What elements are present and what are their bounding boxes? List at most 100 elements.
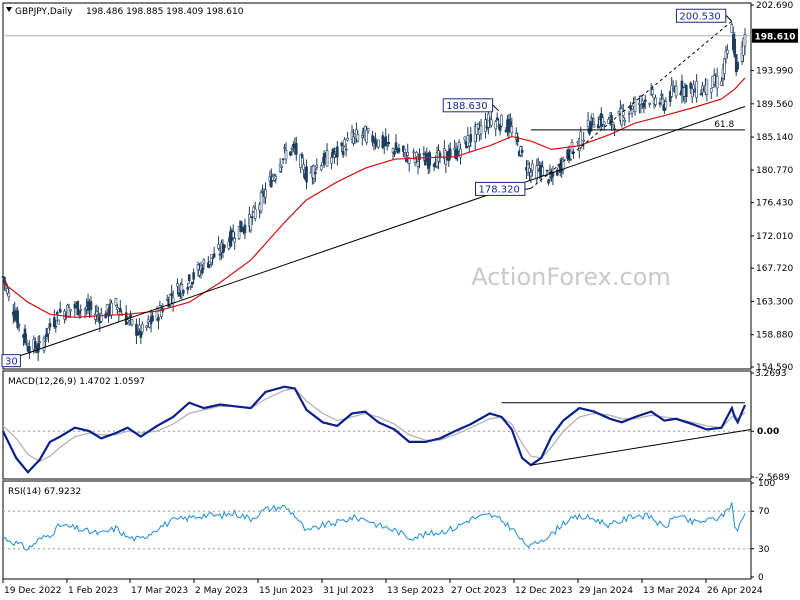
annotation-pointer [725, 14, 733, 22]
candle-body-down [402, 145, 405, 152]
candle-body-down [689, 82, 693, 89]
candle-body-down [340, 142, 344, 147]
candle-body-down [336, 146, 339, 158]
macd-layer [2, 385, 752, 474]
candle-body-up [674, 85, 678, 97]
candle-body-up [130, 319, 134, 326]
candle-body-up [44, 340, 47, 342]
annotation-pointer [492, 104, 499, 112]
x-tick-label: 13 Sep 2023 [387, 586, 444, 596]
annotation-box [1, 354, 21, 368]
candle-body-up [671, 87, 675, 90]
candle-body-down [589, 121, 593, 132]
candle-body-up [531, 163, 534, 171]
candle-body-up [99, 313, 103, 322]
candle-body-down [736, 61, 739, 70]
y-tick-label: 185.140 [756, 133, 793, 143]
macd-panel-frame [2, 370, 752, 480]
candle-body-up [743, 34, 747, 47]
candle-body-up [413, 158, 417, 163]
candle-body-up [490, 119, 493, 126]
candle-body-up [217, 244, 220, 249]
candle-body-up [648, 103, 651, 105]
candle-body-down [250, 216, 254, 219]
candle-body-up [79, 309, 83, 311]
candle-body-up [582, 139, 585, 142]
candle-body-up [690, 88, 694, 98]
candle-body-up [621, 111, 625, 116]
candle-body-down [16, 310, 19, 328]
candle-body-up [715, 75, 719, 89]
candle-body-down [507, 118, 511, 133]
candle-body-down [289, 151, 292, 156]
candle-body-down [643, 99, 647, 103]
candle-body-down [3, 276, 6, 284]
candle-body-down [495, 117, 499, 121]
y-tick-label: 0.00 [757, 427, 779, 437]
candle-body-up [176, 283, 179, 287]
candle-body-down [393, 150, 396, 155]
candle-body-up [284, 150, 288, 160]
macd-main-line [2, 385, 747, 474]
y-tick-label: 30 [758, 545, 770, 555]
candle-body-down [294, 142, 298, 155]
candle-body-up [360, 135, 364, 138]
chart-header: GBPJPY,Daily 198.486 198.885 198.409 198… [6, 7, 244, 17]
candle-body-down [186, 286, 190, 290]
candle-body-up [249, 217, 253, 231]
candle-body-up [95, 311, 99, 316]
candle-body-up [280, 165, 283, 168]
candle-body-up [325, 150, 329, 167]
candle-body-up [352, 136, 355, 144]
candle-body-up [633, 98, 637, 112]
price-panel-frame [2, 2, 752, 370]
candle-body-down [428, 152, 432, 166]
candle-body-up [623, 119, 627, 122]
candle-body-up [141, 324, 144, 333]
y-tick-label: 202.690 [756, 1, 793, 11]
candle-body-down [300, 154, 304, 159]
candle-body-down [136, 331, 140, 335]
candle-body-up [231, 231, 235, 238]
candle-body-up [459, 148, 462, 158]
candle-body-up [720, 80, 723, 86]
candle-body-down [182, 290, 185, 294]
x-tick-label: 12 Dec 2023 [515, 586, 573, 596]
x-tick-label: 31 Jul 2023 [323, 586, 374, 596]
current-price-label: 198.610 [755, 33, 796, 43]
candle-body-up [535, 165, 539, 180]
candle-body-up [7, 292, 11, 298]
candle-body-down [77, 310, 81, 314]
candle-body-up [47, 327, 50, 335]
y-tick-label: 3.2693 [755, 369, 787, 379]
candle-body-down [384, 136, 388, 146]
candle-body-up [189, 286, 192, 288]
candle-body-up [299, 154, 302, 168]
candle-body-up [202, 259, 206, 264]
candle-body-up [274, 176, 278, 180]
ohlc-values: 198.486 198.885 198.409 198.610 [86, 7, 244, 17]
candle-body-up [602, 121, 606, 126]
dashed-projection [530, 20, 733, 189]
candle-body-up [660, 94, 663, 96]
y-tick-label: 180.770 [756, 166, 793, 176]
candle-body-up [541, 166, 544, 176]
candle-body-up [365, 130, 368, 143]
candle-body-down [211, 257, 214, 259]
candle-body-down [190, 282, 194, 285]
x-tick-label: 17 Mar 2023 [131, 586, 188, 596]
candle-body-down [685, 85, 688, 97]
candle-body-up [165, 298, 169, 301]
candle-body-down [270, 177, 273, 188]
candle-body-down [54, 325, 58, 328]
candle-body-down [516, 136, 520, 143]
rsi-label: RSI(14) 67.9232 [8, 487, 81, 497]
candle-body-up [253, 208, 257, 219]
y-tick-label: 0 [758, 573, 764, 583]
candle-body-up [264, 189, 267, 198]
y-tick-label: 189.560 [756, 100, 793, 110]
candle-body-up [283, 147, 286, 149]
candle-body-up [57, 319, 61, 325]
candle-body-down [192, 272, 195, 280]
candle-body-up [705, 79, 709, 95]
